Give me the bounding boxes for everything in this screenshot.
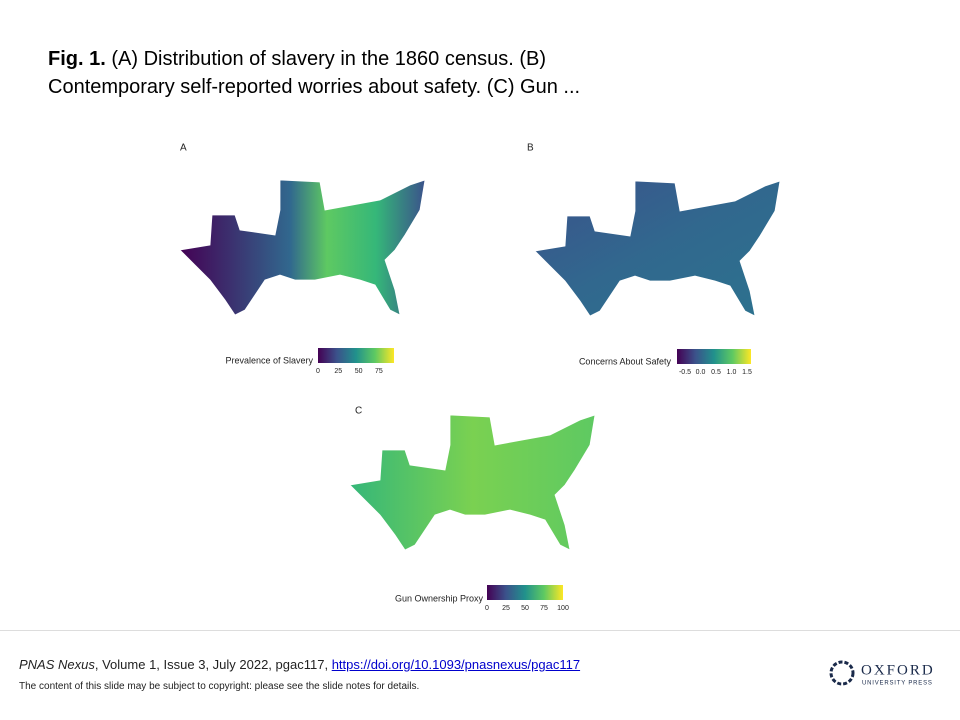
logo-emblem	[829, 660, 855, 686]
colorbar	[487, 585, 563, 600]
copyright-notice: The content of this slide may be subject…	[19, 681, 420, 692]
divider	[0, 630, 960, 631]
colorbar	[318, 348, 394, 363]
legend-title: Concerns About Safety	[579, 356, 672, 366]
journal: PNAS Nexus	[19, 657, 95, 672]
panel-label: B	[527, 143, 534, 154]
legend-tick-label: 0	[316, 368, 320, 375]
legend-tick-label: 100	[557, 605, 569, 612]
map	[179, 179, 426, 316]
legend-tick-label: 50	[355, 368, 363, 375]
legend-tick-label: 0	[485, 605, 489, 612]
legend-tick-label: 0.0	[696, 369, 706, 376]
citation: PNAS Nexus, Volume 1, Issue 3, July 2022…	[19, 657, 580, 672]
logo-name: OXFORD	[861, 662, 935, 678]
caption-text: (A) Distribution of slavery in the 1860 …	[48, 48, 581, 98]
legend-tick-label: 75	[375, 368, 383, 375]
citation-text: , Volume 1, Issue 3, July 2022, pgac117,	[94, 657, 332, 672]
legend-tick-label: 1.0	[727, 369, 737, 376]
legend-title: Gun Ownership Proxy	[395, 593, 484, 603]
legend-title: Prevalence of Slavery	[225, 355, 313, 365]
colorbar	[677, 349, 751, 364]
doi-link[interactable]: https://doi.org/10.1093/pnasnexus/pgac11…	[331, 657, 581, 672]
figure-label: Fig. 1.	[48, 48, 106, 70]
legend-tick-label: 1.5	[742, 369, 752, 376]
map	[534, 180, 781, 317]
figure: A Prevalence of Slavery B Concerns About…	[179, 143, 781, 612]
logo-sub: UNIVERSITY PRESS	[862, 681, 933, 687]
legend-tick-label: 25	[334, 368, 342, 375]
logo: OXFORD UNIVERSITY PRESS	[829, 660, 935, 687]
panel-label: C	[355, 406, 362, 417]
legend-tick-label: -0.5	[679, 369, 691, 376]
legend-tick-label: 25	[502, 605, 510, 612]
legend-tick-label: 75	[540, 605, 548, 612]
figure-caption: Fig. 1. (A) Distribution of slavery in t…	[48, 45, 628, 101]
legend-tick-label: 0.5	[711, 369, 721, 376]
map	[349, 414, 596, 551]
legend-tick-label: 50	[521, 605, 529, 612]
panel-label: A	[180, 143, 187, 154]
